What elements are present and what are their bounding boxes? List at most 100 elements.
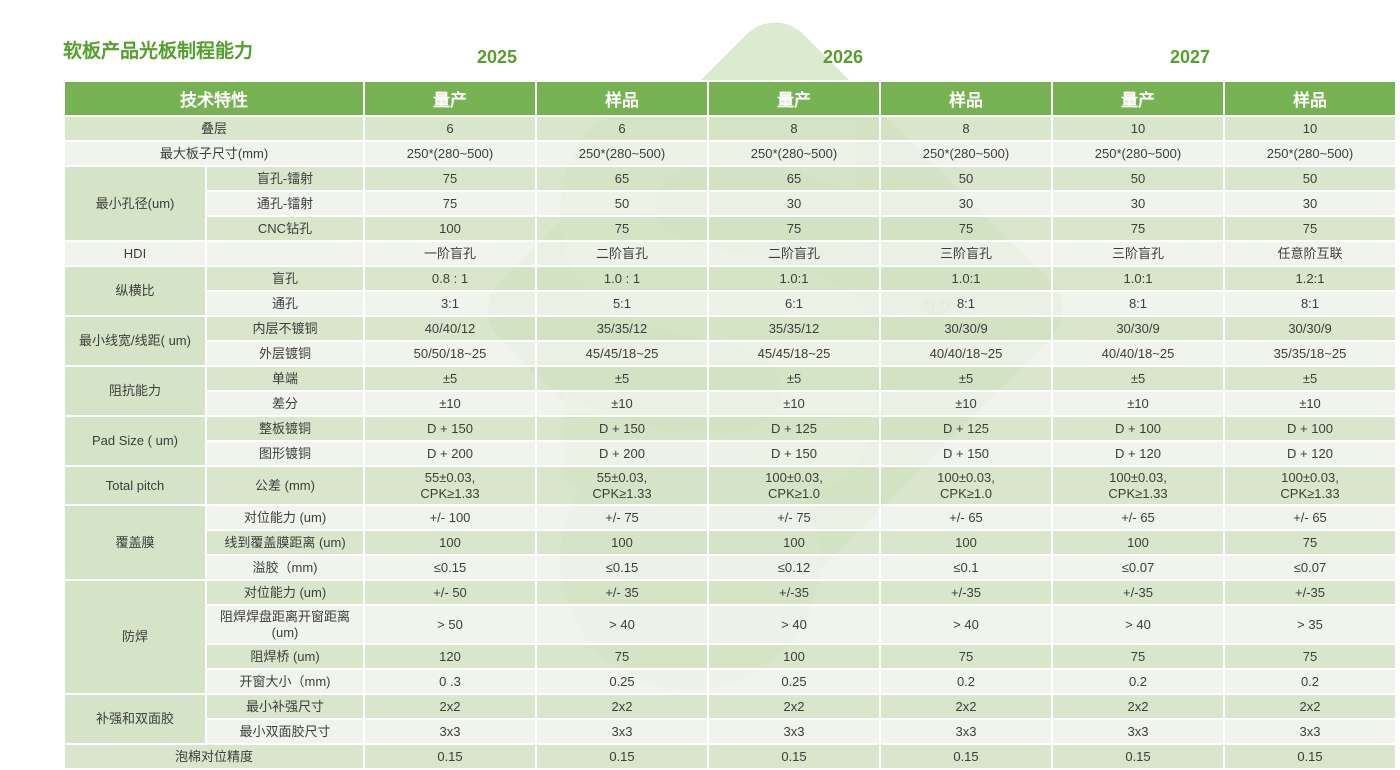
cell-value: ±5: [1223, 365, 1397, 392]
cell-value: +/- 65: [879, 504, 1053, 531]
table-row: Pad Size ( um) 整板镀铜 D + 150 D + 150 D + 125 D…: [63, 415, 1397, 467]
cell-value: 100±0.03, CPK≥1.33: [1051, 465, 1225, 506]
row-label: 单端: [205, 365, 365, 392]
cell-value: ±10: [879, 390, 1053, 417]
cell-value: 45/45/18~25: [707, 340, 881, 367]
cell-value: ≤0.15: [363, 554, 537, 581]
cell-value: > 50: [363, 604, 537, 645]
cell-value: 3x3: [1223, 718, 1397, 745]
cell-value: 1.2:1: [1223, 265, 1397, 292]
cell-value: 0.15: [1223, 743, 1397, 770]
cell-value: +/- 65: [1223, 504, 1397, 531]
table-row: 差分 ±10 ±10 ±10 ±10 ±10 ±10: [64, 390, 1397, 417]
table-header: 技术特性 量产 样品 量产 样品 量产 样品: [63, 80, 1397, 117]
cell-value: 250*(280~500): [535, 140, 709, 167]
cell-value: +/- 35: [535, 579, 709, 606]
cell-value: 8:1: [1223, 290, 1397, 317]
cell-value: 100±0.03, CPK≥1.0: [879, 465, 1053, 506]
cell-value: ≤0.1: [879, 554, 1053, 581]
table-row: 覆盖膜 对位能力 (um) +/- 100 +/- 75 +/- 75 +/- 65 +/-…: [63, 504, 1397, 581]
cell-value: 2x2: [879, 693, 1053, 720]
cell-value: ±5: [1051, 365, 1225, 392]
cell-value: 100: [707, 529, 881, 556]
cell-value: 1.0 : 1: [535, 265, 709, 292]
row-label: 阻焊焊盘距离开窗距离 (um): [205, 604, 365, 645]
table-row: 叠层 6 6 8 8 10 10: [63, 115, 1397, 142]
cell-value: 0.25: [707, 668, 881, 695]
cell-value: 10: [1051, 115, 1225, 142]
row-label: 叠层: [63, 115, 365, 142]
cell-value: 0.2: [879, 668, 1053, 695]
row-label: 溢胶（mm): [205, 554, 365, 581]
cell-value: ±10: [1223, 390, 1397, 417]
cell-value: > 40: [1051, 604, 1225, 645]
table-row: 泡棉对位精度 0.15 0.15 0.15 0.15 0.15 0.15: [63, 743, 1397, 770]
cell-value: 250*(280~500): [879, 140, 1053, 167]
cell-value: 8:1: [1051, 290, 1225, 317]
cell-value: > 40: [879, 604, 1053, 645]
category-label: Pad Size ( um): [63, 415, 207, 467]
cell-value: 二阶盲孔: [535, 240, 709, 267]
cell-value: D + 150: [535, 415, 709, 442]
cell-value: 30: [879, 190, 1053, 217]
cell-value: 8: [707, 115, 881, 142]
cell-value: +/-35: [879, 579, 1053, 606]
cell-value: 75: [535, 215, 709, 242]
cell-value: 50: [535, 190, 709, 217]
row-label: 外层镀铜: [205, 340, 365, 367]
row-label: 公差 (mm): [205, 465, 365, 506]
cell-value: 75: [1223, 529, 1397, 556]
cell-value: 0.15: [879, 743, 1053, 770]
cell-value: 250*(280~500): [1223, 140, 1397, 167]
cell-value: 120: [363, 643, 537, 670]
cell-value: 0.15: [1051, 743, 1225, 770]
year-label-2027: 2027: [1169, 47, 1211, 67]
cell-value: 0.2: [1051, 668, 1225, 695]
cell-value: ±5: [707, 365, 881, 392]
category-label: 防焊: [63, 579, 207, 695]
year-label-2026: 2026: [822, 47, 864, 67]
cell-value: D + 150: [707, 440, 881, 467]
cell-value: 1.0:1: [1051, 265, 1225, 292]
cell-value: 0.8 : 1: [363, 265, 537, 292]
cell-value: 100: [535, 529, 709, 556]
cell-value: 100±0.03, CPK≥1.0: [707, 465, 881, 506]
row-label: CNC钻孔: [205, 215, 365, 242]
cell-value: D + 150: [879, 440, 1053, 467]
cell-value: D + 125: [879, 415, 1053, 442]
table-row: 外层镀铜 50/50/18~25 45/45/18~25 45/45/18~25 40/…: [64, 340, 1397, 367]
cell-value: 3x3: [1051, 718, 1225, 745]
table-row: 阻焊焊盘距离开窗距离 (um) > 50 > 40 > 40 > 40 > 40 > 35: [64, 604, 1397, 645]
row-label: 最小补强尺寸: [205, 693, 365, 720]
cell-value: 30/30/9: [1051, 315, 1225, 342]
cell-value: ±5: [535, 365, 709, 392]
cell-value: 250*(280~500): [363, 140, 537, 167]
header-feature: 技术特性: [63, 80, 365, 117]
empty-cell: [205, 240, 365, 267]
cell-value: 二阶盲孔: [707, 240, 881, 267]
cell-value: > 35: [1223, 604, 1397, 645]
cell-value: 2x2: [1223, 693, 1397, 720]
cell-value: 50/50/18~25: [363, 340, 537, 367]
cell-value: > 40: [535, 604, 709, 645]
row-label: 阻焊桥 (um): [205, 643, 365, 670]
cell-value: D + 100: [1051, 415, 1225, 442]
cell-value: 50: [1223, 165, 1397, 192]
cell-value: 三阶盲孔: [879, 240, 1053, 267]
table-row: 纵横比 盲孔 0.8 : 1 1.0 : 1 1.0:1 1.0:1 1.0:1 1.2:1: [63, 265, 1397, 317]
cell-value: 2x2: [363, 693, 537, 720]
cell-value: 75: [535, 643, 709, 670]
cell-value: 0.25: [535, 668, 709, 695]
cell-value: 6: [363, 115, 537, 142]
cell-value: 1.0:1: [879, 265, 1053, 292]
cell-value: 45/45/18~25: [535, 340, 709, 367]
cell-value: ±10: [535, 390, 709, 417]
header-col-5: 样品: [1223, 80, 1397, 117]
cell-value: D + 120: [1223, 440, 1397, 467]
header-col-3: 样品: [879, 80, 1053, 117]
cell-value: +/-35: [1223, 579, 1397, 606]
cell-value: 40/40/18~25: [879, 340, 1053, 367]
cell-value: 35/35/18~25: [1223, 340, 1397, 367]
cell-value: ±10: [363, 390, 537, 417]
cell-value: D + 125: [707, 415, 881, 442]
